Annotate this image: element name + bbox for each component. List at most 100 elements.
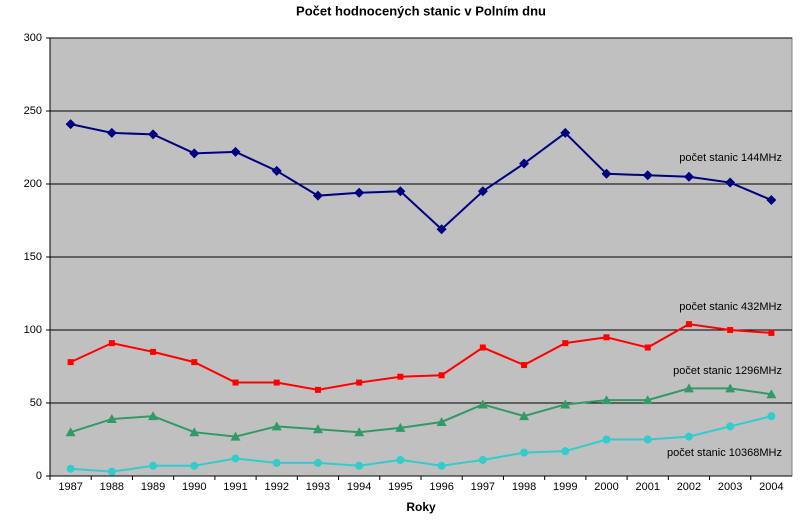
point [396, 455, 405, 464]
x-tick-label: 2000 [594, 481, 618, 493]
y-tick-label: 0 [36, 470, 42, 482]
x-tick-label: 1990 [182, 481, 206, 493]
point [66, 464, 75, 473]
point [271, 421, 282, 431]
point [519, 411, 530, 421]
point [273, 379, 280, 386]
point [313, 458, 322, 467]
point [602, 435, 611, 444]
point [148, 411, 159, 421]
point [190, 461, 199, 470]
point [683, 383, 694, 393]
point [643, 435, 652, 444]
point [395, 422, 406, 432]
point [65, 119, 76, 130]
series-line [70, 323, 772, 391]
point [354, 187, 365, 198]
point [684, 432, 693, 441]
point [150, 348, 157, 355]
point [603, 334, 610, 341]
y-tick-label: 150 [24, 251, 42, 263]
point [189, 427, 200, 437]
series-line [70, 387, 772, 438]
point [108, 340, 115, 347]
point [189, 148, 200, 159]
x-tick-label: 1989 [141, 481, 165, 493]
point [231, 454, 240, 463]
series-label: počet stanic 1296MHz [673, 365, 782, 377]
point [767, 412, 776, 421]
point [766, 389, 777, 399]
point [477, 186, 488, 197]
point [191, 359, 198, 366]
point [601, 168, 612, 179]
point [436, 224, 447, 235]
point [230, 146, 241, 157]
y-tick-label: 50 [30, 397, 42, 409]
x-tick-label: 1988 [100, 481, 124, 493]
point [766, 195, 777, 206]
point [727, 327, 734, 333]
point [642, 170, 653, 181]
chart-title: Počet hodnocených stanic v Polním dnu [296, 3, 546, 18]
y-tick-label: 200 [24, 178, 42, 190]
point [65, 427, 76, 437]
point [356, 379, 363, 386]
series-label: počet stanic 144MHz [679, 152, 782, 164]
point [395, 186, 406, 197]
x-tick-label: 1998 [512, 481, 536, 493]
point [149, 461, 158, 470]
point [477, 399, 488, 409]
point [519, 158, 530, 169]
x-tick-label: 2004 [759, 481, 783, 493]
point [644, 344, 651, 351]
point [438, 372, 445, 379]
point [67, 359, 74, 366]
y-tick-label: 300 [24, 32, 42, 44]
point [271, 165, 282, 176]
x-tick-label: 1992 [264, 481, 288, 493]
point [437, 461, 446, 470]
point [479, 344, 486, 351]
point [560, 127, 571, 138]
point [397, 373, 404, 380]
x-tick-label: 1997 [471, 481, 495, 493]
series-label: počet stanic 10368MHz [667, 447, 782, 459]
point [561, 447, 570, 456]
point [768, 329, 775, 336]
x-tick-label: 2003 [718, 481, 742, 493]
x-tick-label: 1993 [306, 481, 330, 493]
x-tick-label: 1999 [553, 481, 577, 493]
series-label: počet stanic 432MHz [679, 301, 782, 313]
point [725, 177, 736, 188]
point [478, 455, 487, 464]
y-tick-label: 250 [24, 105, 42, 117]
point [683, 171, 694, 182]
x-tick-label: 1991 [223, 481, 247, 493]
point [726, 422, 735, 431]
point [148, 129, 159, 140]
point [106, 414, 117, 424]
x-tick-label: 2002 [677, 481, 701, 493]
x-axis-label: Roky [406, 500, 436, 514]
x-tick-label: 1996 [429, 481, 453, 493]
x-tick-label: 1994 [347, 481, 371, 493]
point [272, 458, 281, 467]
point [436, 416, 447, 426]
point [314, 386, 321, 393]
series-line [70, 415, 772, 473]
point [685, 321, 692, 328]
point [312, 424, 323, 434]
point [232, 379, 239, 386]
y-tick-label: 100 [24, 324, 42, 336]
point [642, 395, 653, 405]
series-line [70, 123, 772, 231]
point [355, 461, 364, 470]
point [520, 448, 529, 457]
point [106, 127, 117, 138]
x-tick-label: 1995 [388, 481, 412, 493]
point [562, 340, 569, 347]
x-tick-label: 1987 [58, 481, 82, 493]
